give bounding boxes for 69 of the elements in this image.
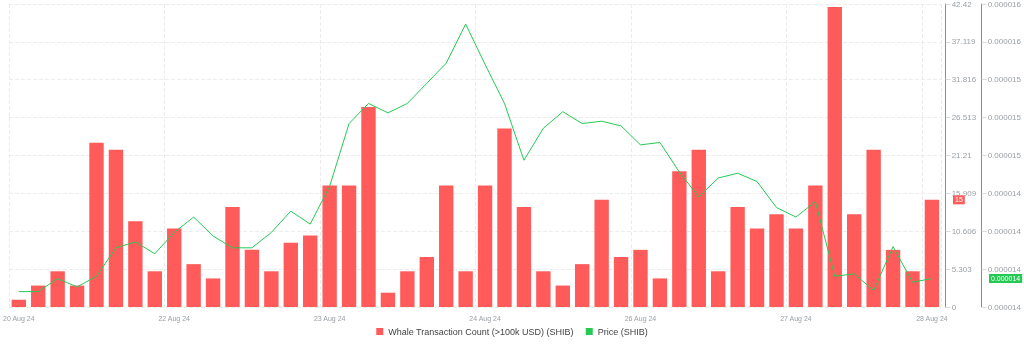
bar — [711, 271, 726, 307]
bar — [128, 221, 143, 307]
bar — [672, 171, 687, 307]
bar — [516, 207, 532, 307]
bar — [458, 271, 473, 307]
bar — [924, 199, 940, 307]
bar — [439, 185, 454, 307]
y2-tick-label: 0.000014 — [987, 302, 1022, 312]
bar — [167, 228, 182, 307]
bar — [264, 271, 279, 307]
bar — [749, 228, 765, 307]
bar — [89, 142, 104, 307]
legend-label: Whale Transaction Count (>100k USD) (SHIB) — [388, 326, 574, 337]
bar — [594, 199, 609, 307]
y-tick-label: 15.909 — [951, 188, 977, 198]
bar — [575, 264, 590, 307]
y-tick-label: 31.816 — [951, 75, 977, 85]
bar — [244, 249, 260, 307]
y-tick-label: 42.42 — [951, 0, 973, 9]
bar — [361, 107, 376, 307]
bar — [613, 257, 629, 307]
bar — [497, 128, 512, 307]
bar — [536, 271, 551, 307]
y-tick-label: 37.119 — [951, 37, 977, 47]
y2-tick-label: 0.000015 — [987, 151, 1022, 160]
bar — [477, 185, 493, 307]
y-tick-label: 0 — [951, 302, 957, 312]
bar — [11, 299, 26, 307]
y2-tick-label: 0.000016 — [987, 0, 1022, 9]
bar — [905, 271, 920, 307]
bar — [788, 228, 804, 307]
bar — [633, 249, 648, 307]
bar — [827, 7, 842, 307]
bar — [205, 278, 221, 307]
y-tick-label: 10.606 — [951, 226, 977, 236]
bar — [885, 249, 901, 307]
bar — [380, 292, 396, 307]
bar — [322, 185, 337, 307]
bar — [400, 271, 415, 307]
y-tick-label: 21.21 — [951, 151, 973, 160]
bar — [341, 185, 357, 307]
bar — [555, 285, 570, 307]
bar — [419, 257, 434, 307]
y2-tick-label: 0.000016 — [987, 37, 1022, 47]
bar — [769, 214, 784, 307]
legend-label: Price (SHIB) — [597, 326, 648, 337]
y2-tick-label: 0.000014 — [987, 226, 1022, 236]
y2-tick-label: 0.000014 — [987, 264, 1022, 274]
bar — [808, 185, 823, 307]
y-tick-label: 5.303 — [951, 264, 973, 274]
bar — [50, 271, 65, 307]
bar — [31, 285, 46, 307]
bar — [225, 207, 240, 307]
bar — [283, 242, 298, 307]
bar — [303, 235, 318, 307]
y-tick-label: 26.513 — [951, 113, 977, 123]
bar — [847, 214, 862, 307]
y2-tick-label: 0.000015 — [987, 75, 1022, 85]
bar — [186, 264, 201, 307]
y2-tick-label: 0.000014 — [987, 188, 1022, 198]
bar — [866, 149, 881, 307]
bar — [730, 207, 745, 307]
bar — [69, 285, 85, 307]
bar — [147, 271, 162, 307]
y2-tick-label: 0.000015 — [987, 113, 1022, 123]
bar — [652, 278, 668, 307]
line-series — [18, 23, 933, 293]
bar — [108, 149, 124, 307]
bar — [691, 149, 706, 307]
